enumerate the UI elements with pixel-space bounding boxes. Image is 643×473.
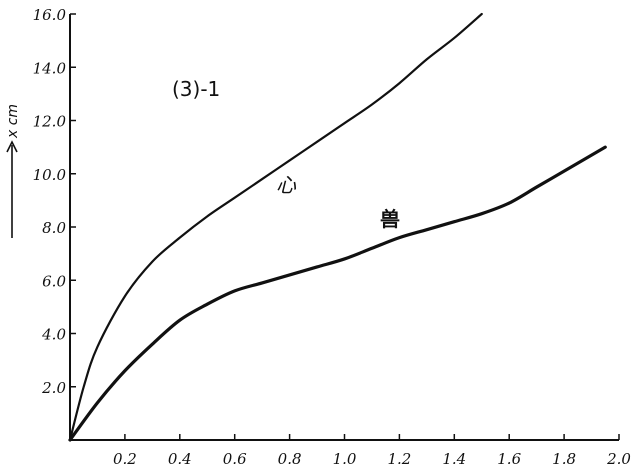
- series-label-1: 心: [276, 173, 297, 197]
- x-tick-label: 0.8: [278, 450, 302, 468]
- y-axis-label-group: x cm: [5, 104, 21, 238]
- x-tick-label: 1.0: [333, 450, 357, 468]
- y-tick-label: 12.0: [33, 113, 67, 131]
- x-tick-label: 1.6: [497, 450, 521, 468]
- x-tick-label: 0.6: [223, 450, 247, 468]
- x-tick-label: 1.8: [552, 450, 576, 468]
- x-tick-label: 1.4: [442, 450, 466, 468]
- axes: [69, 14, 619, 441]
- x-tick-label: 2.0: [606, 450, 631, 468]
- y-axis-arrowhead: [6, 140, 18, 153]
- ticks: 0.2 0.4 0.6 0.8 1.0 1.2 1.4 1.6 1.8 2.0 2.0 4.0 6.0 8…: [33, 6, 632, 468]
- y-axis-label: x cm: [5, 104, 21, 139]
- y-tick-label: 2.0: [41, 379, 66, 397]
- y-tick-label: 8.0: [42, 219, 66, 237]
- chart-annotation: (3)-1: [172, 77, 220, 101]
- x-tick-label: 0.2: [113, 450, 137, 468]
- y-tick-label: 16.0: [33, 6, 67, 24]
- series-label-2: 兽: [380, 207, 400, 231]
- series-line-1: [68, 12, 483, 442]
- x-tick-label: 0.4: [168, 450, 192, 468]
- series-labels: 心 兽: [276, 173, 400, 231]
- series-layer: [68, 12, 607, 442]
- y-tick-label: 6.0: [42, 272, 66, 290]
- y-tick-label: 4.0: [41, 326, 66, 344]
- y-tick-label: 10.0: [33, 166, 67, 184]
- series-line-2: [68, 145, 607, 442]
- x-tick-label: 1.2: [387, 450, 411, 468]
- y-tick-label: 14.0: [33, 59, 67, 77]
